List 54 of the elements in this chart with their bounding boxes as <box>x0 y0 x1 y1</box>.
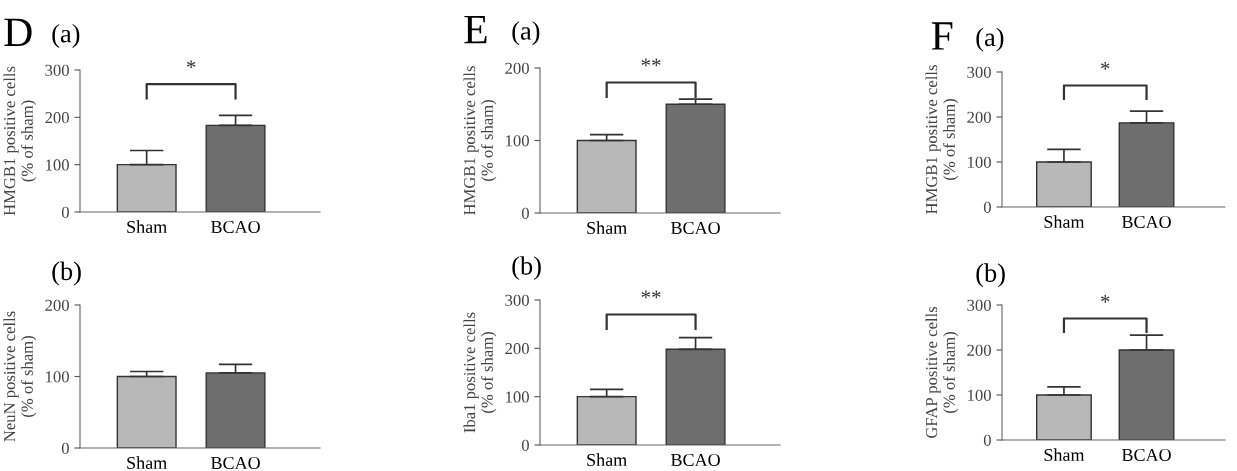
y-tick-label: 0 <box>521 207 529 219</box>
text: ** <box>641 290 661 299</box>
y-axis-title: NeuN positive cells (% of sham) <box>3 311 37 442</box>
y-tick-label: 0 <box>61 442 69 454</box>
y-tick-label: 100 <box>506 391 529 403</box>
y-tick-label: 200 <box>967 344 991 356</box>
chart-title: E <box>464 15 487 44</box>
y-axis-title: GFAP positive cells (% of sham) <box>925 306 959 439</box>
x-tick-label: BCAO <box>670 221 720 235</box>
chart-title: F <box>931 22 953 50</box>
x-tick-label: Sham <box>127 456 167 470</box>
x-tick-label: BCAO <box>1121 448 1171 462</box>
y-tick-label: 100 <box>968 156 991 168</box>
x-tick-label: BCAO <box>670 453 720 467</box>
y-tick-label: 300 <box>967 66 991 78</box>
y-tick-label: 100 <box>46 159 69 171</box>
y-tick-label: 100 <box>46 371 69 383</box>
y-tick-label: 100 <box>506 135 529 147</box>
text: * <box>186 60 196 69</box>
y-tick-label: 300 <box>45 64 69 76</box>
y-tick-label: 0 <box>983 201 991 213</box>
chart-title: (b) <box>52 261 81 286</box>
x-tick-label: BCAO <box>210 456 260 470</box>
x-tick-label: Sham <box>1044 215 1085 229</box>
y-axis-title: HMGB1 positive cells (% of sham) <box>463 66 497 216</box>
y-tick-label: 0 <box>521 439 529 451</box>
x-tick-label: BCAO <box>210 220 260 234</box>
chart-title: (b) <box>512 256 541 281</box>
text: * <box>1101 62 1110 70</box>
y-tick-label: 200 <box>967 111 991 123</box>
y-tick-label: 100 <box>968 389 991 401</box>
x-tick-label: Sham <box>1044 448 1085 462</box>
x-tick-label: BCAO <box>1121 215 1171 229</box>
y-axis-title: HMGB1 positive cells (% of sham) <box>3 66 37 216</box>
y-tick-label: 0 <box>61 206 69 218</box>
chart-title: (b) <box>976 263 1005 288</box>
y-tick-label: 200 <box>505 62 529 74</box>
y-axis-title: HMGB1 positive cells (% of sham) <box>925 65 959 215</box>
chart-title: D <box>4 18 32 47</box>
x-tick-label: Sham <box>127 220 167 234</box>
y-axis-title: Iba1 positive cells (% of sham) <box>463 312 497 433</box>
x-tick-label: Sham <box>587 453 627 467</box>
y-tick-label: 200 <box>45 112 69 124</box>
y-tick-label: 200 <box>45 299 69 311</box>
y-tick-label: 0 <box>983 434 991 446</box>
chart-subtitle: (a) <box>512 21 540 46</box>
text: ** <box>641 58 661 67</box>
chart-subtitle: (a) <box>976 27 1004 52</box>
x-tick-label: Sham <box>587 221 627 235</box>
text: * <box>1101 295 1110 303</box>
chart-subtitle: (a) <box>52 23 80 48</box>
y-tick-label: 200 <box>505 343 529 355</box>
y-tick-label: 300 <box>967 299 991 311</box>
y-tick-label: 300 <box>505 294 529 306</box>
